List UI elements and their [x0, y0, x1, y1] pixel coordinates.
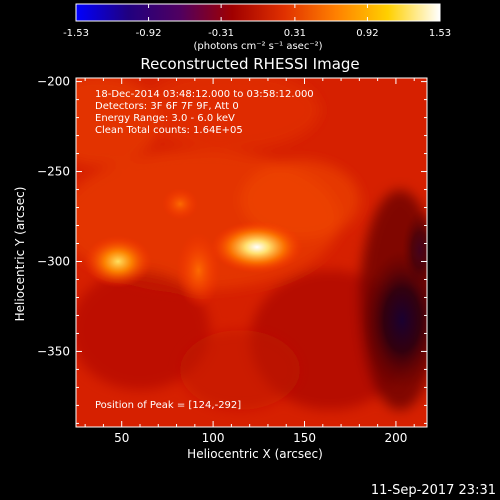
y-tick-label: −250 — [37, 165, 70, 179]
footer-date: 11-Sep-2017 23:31 — [371, 483, 496, 498]
emission-source — [210, 221, 303, 274]
colorbar-tick-label: -0.92 — [136, 28, 162, 39]
colorbar-tick-label: -1.53 — [63, 28, 89, 39]
colorbar — [75, 3, 441, 22]
annotation-line: Detectors: 3F 6F 7F 9F, Att 0 — [95, 101, 239, 112]
axes: 50 100 150 200 −200 −250 −300 −350 — [37, 75, 427, 445]
chart-title: Reconstructed RHESSI Image — [140, 55, 359, 73]
x-tick-label: 100 — [202, 431, 225, 445]
y-axis-label: Heliocentric Y (arcsec) — [13, 187, 27, 322]
peak-position-label: Position of Peak = [124,-292] — [95, 400, 241, 411]
annotation-line: 18-Dec-2014 03:48:12.000 to 03:58:12.000 — [95, 89, 314, 100]
dark-region-upper — [402, 210, 427, 290]
y-tick-label: −350 — [37, 344, 70, 358]
x-tick-label: 150 — [293, 431, 316, 445]
y-tick-label: −200 — [37, 75, 70, 89]
emission-source — [162, 187, 199, 220]
emission-sources — [84, 187, 303, 309]
annotation-line: Energy Range: 3.0 - 6.0 keV — [95, 113, 235, 124]
colorbar-ticks: -1.53 -0.92 -0.31 0.31 0.92 1.53 — [63, 4, 451, 39]
annotation-line: Clean Total counts: 1.64E+05 — [95, 125, 243, 136]
emission-source — [84, 235, 153, 288]
y-tick-label: −300 — [37, 254, 70, 268]
dark-region — [362, 250, 427, 390]
plot-frame — [75, 77, 428, 428]
x-tick-label: 50 — [114, 431, 129, 445]
emission-source — [176, 232, 221, 309]
colorbar-unit-label: (photons cm⁻² s⁻¹ asec⁻²) — [193, 41, 322, 52]
annotations: 18-Dec-2014 03:48:12.000 to 03:58:12.000… — [95, 89, 314, 136]
heatmap-image — [76, 78, 427, 427]
x-axis-label: Heliocentric X (arcsec) — [187, 447, 323, 461]
colorbar-tick-label: 0.92 — [356, 28, 378, 39]
colorbar-tick-label: -0.31 — [208, 28, 234, 39]
colorbar-tick-label: 0.31 — [284, 28, 306, 39]
x-tick-label: 200 — [384, 431, 407, 445]
colorbar-tick-label: 1.53 — [429, 28, 451, 39]
